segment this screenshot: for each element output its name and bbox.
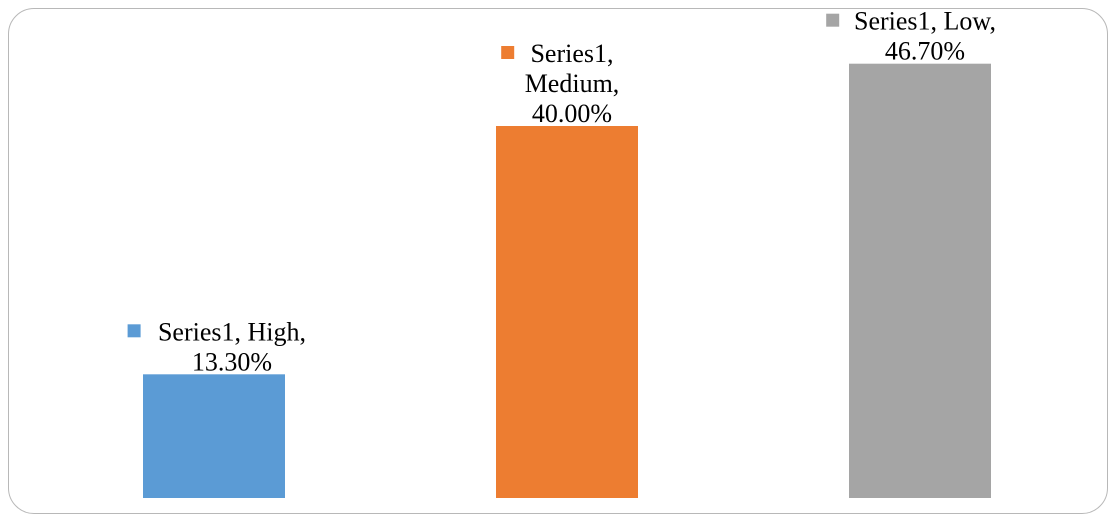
data-label-line: Series1, xyxy=(530,39,613,68)
bar-low xyxy=(849,63,991,498)
data-label-high: Series1, High,13.30% xyxy=(127,317,306,376)
data-label-line: Series1, Low, xyxy=(854,7,996,36)
data-label-line: 40.00% xyxy=(532,99,612,128)
data-label-line: Medium, xyxy=(525,69,620,98)
legend-key-low xyxy=(826,13,840,27)
legend-key-high xyxy=(127,324,141,338)
legend-key-medium xyxy=(501,46,515,59)
data-label-medium: Series1,Medium,40.00% xyxy=(501,39,619,128)
data-label-line: 13.30% xyxy=(192,347,272,376)
data-label-low: Series1, Low,46.70% xyxy=(826,7,996,66)
data-label-line: 46.70% xyxy=(885,37,965,66)
bar-medium xyxy=(496,126,638,498)
bar-high xyxy=(143,374,285,498)
data-label-line: Series1, High, xyxy=(158,317,306,346)
